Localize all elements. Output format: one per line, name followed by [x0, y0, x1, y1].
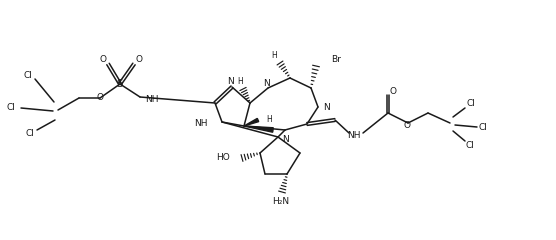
Polygon shape [244, 126, 274, 132]
Text: Cl: Cl [23, 72, 32, 80]
Text: Cl: Cl [465, 140, 474, 150]
Text: Cl: Cl [7, 103, 16, 113]
Text: NH: NH [195, 119, 208, 127]
Text: N: N [262, 78, 269, 88]
Text: O: O [100, 55, 107, 65]
Text: O: O [390, 86, 396, 96]
Text: O: O [136, 55, 142, 65]
Text: Cl: Cl [26, 128, 34, 138]
Text: Cl: Cl [479, 122, 488, 132]
Text: HO: HO [216, 154, 230, 162]
Text: O: O [404, 120, 410, 130]
Polygon shape [244, 118, 259, 126]
Text: H: H [266, 115, 272, 125]
Text: N: N [323, 103, 330, 113]
Text: Cl: Cl [466, 98, 475, 108]
Text: O: O [97, 92, 103, 102]
Text: H: H [271, 52, 277, 60]
Text: N: N [282, 134, 289, 144]
Text: N: N [227, 78, 234, 86]
Text: NH: NH [348, 131, 361, 139]
Text: H₂N: H₂N [272, 197, 290, 205]
Text: H: H [237, 77, 243, 85]
Text: Br: Br [331, 55, 341, 65]
Text: S: S [117, 79, 123, 89]
Text: NH: NH [145, 95, 158, 103]
